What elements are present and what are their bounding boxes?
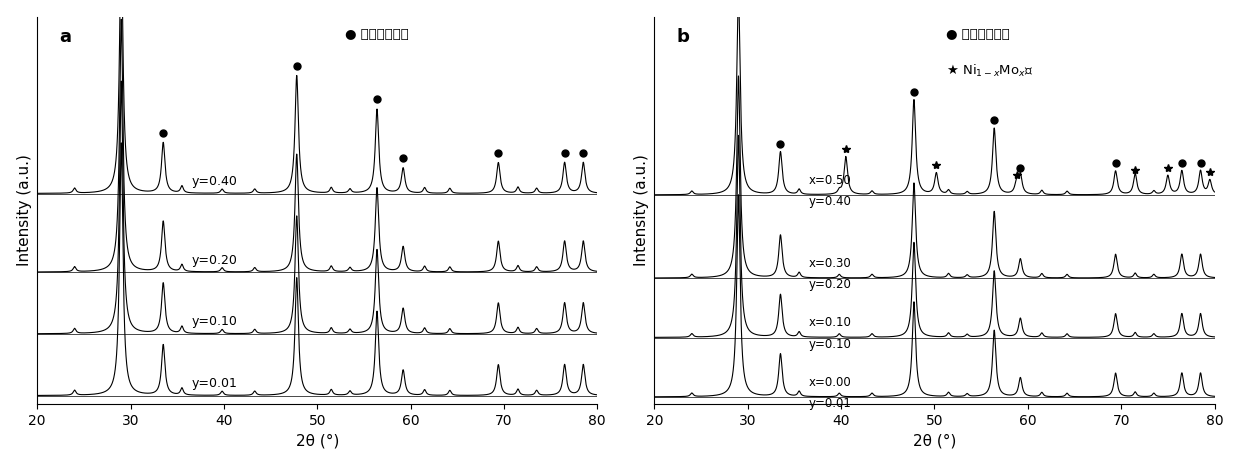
Text: b: b	[677, 28, 689, 46]
Text: x=0.10: x=0.10	[808, 316, 852, 329]
Y-axis label: Intensity (a.u.): Intensity (a.u.)	[16, 154, 32, 266]
Text: y=0.10: y=0.10	[808, 338, 852, 351]
Text: a: a	[60, 28, 72, 46]
Text: y=0.01: y=0.01	[191, 377, 237, 390]
Text: y=0.10: y=0.10	[191, 315, 237, 328]
Text: x=0.30: x=0.30	[808, 257, 851, 270]
X-axis label: 2θ (°): 2θ (°)	[295, 433, 339, 448]
X-axis label: 2θ (°): 2θ (°)	[913, 433, 956, 448]
Text: y=0.20: y=0.20	[808, 278, 852, 291]
Text: x=0.50: x=0.50	[808, 173, 851, 186]
Text: y=0.01: y=0.01	[808, 397, 852, 410]
Text: x=0.00: x=0.00	[808, 376, 851, 389]
Text: y=0.40: y=0.40	[191, 175, 237, 188]
Text: ★ Ni$_{1-x}$Mo$_x$相: ★ Ni$_{1-x}$Mo$_x$相	[946, 63, 1033, 79]
Y-axis label: Intensity (a.u.): Intensity (a.u.)	[634, 154, 649, 266]
Text: ● 荧石晶相结构: ● 荧石晶相结构	[345, 28, 409, 41]
Text: y=0.20: y=0.20	[191, 253, 237, 266]
Text: ● 荧石晶相结构: ● 荧石晶相结构	[946, 28, 1009, 41]
Text: y=0.40: y=0.40	[808, 195, 852, 208]
